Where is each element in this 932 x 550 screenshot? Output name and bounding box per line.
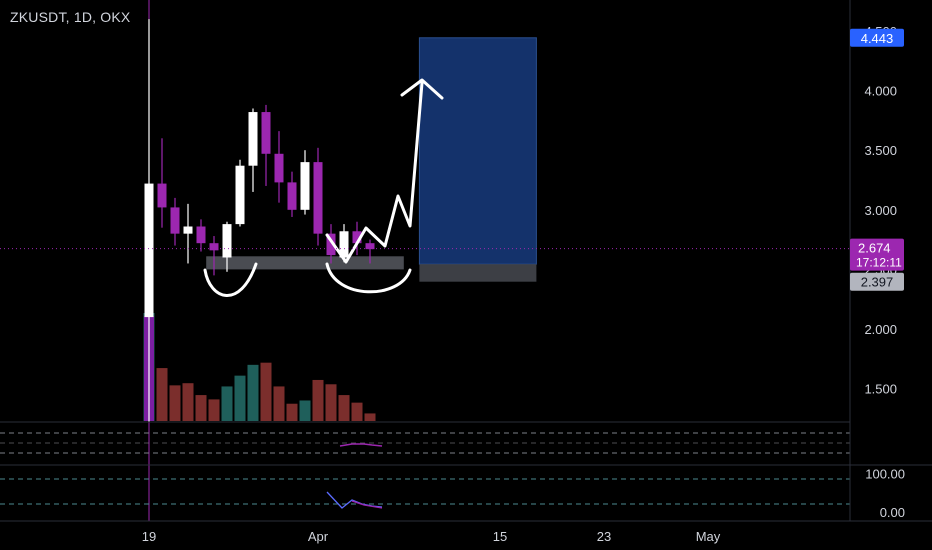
target-price-badge (850, 28, 904, 47)
indicator-2-signal-line (351, 500, 383, 509)
candle-body-17 (365, 243, 375, 250)
stop-zone (419, 264, 537, 282)
candle-body-16 (352, 231, 362, 244)
candle-body-11 (287, 182, 297, 210)
candle-body-10 (274, 153, 284, 183)
candle-body-3 (183, 226, 193, 234)
indicator-2-pane (0, 478, 850, 509)
current-price-badge (850, 238, 904, 271)
projection-arrow-drawing (325, 81, 424, 264)
support-zone (206, 256, 404, 270)
volume-bar-1 (156, 368, 168, 421)
volume-bar-15 (338, 395, 350, 421)
volume-bar-3 (182, 383, 194, 421)
volume-bar-8 (247, 364, 259, 421)
time-tick-label: 19 (142, 529, 156, 544)
candle-body-9 (261, 112, 271, 154)
candle-body-13 (313, 162, 323, 234)
bar-countdown-label: 17:12:11 (856, 256, 902, 270)
cup-right-drawing (325, 262, 412, 294)
volume-bar-11 (286, 403, 298, 421)
indicator-2-axis: 100.00 0.00 (865, 467, 905, 520)
target-price-label: 4.443 (861, 31, 894, 46)
stop-price-label: 2.397 (861, 275, 894, 290)
volume-bar-14 (325, 384, 337, 421)
candle-body-14 (326, 233, 336, 256)
volume-bar-9 (260, 362, 272, 421)
indicator-1-pane (0, 432, 850, 454)
candle-body-7 (235, 165, 245, 225)
price-tick-label: 1.500 (864, 382, 897, 397)
time-tick-label: 23 (597, 529, 611, 544)
price-tick-label: 3.000 (864, 203, 897, 218)
volume-bar-7 (234, 375, 246, 421)
current-price-label: 2.674 (858, 241, 891, 256)
arrow-head-drawing (400, 78, 444, 100)
candle-body-12 (300, 162, 310, 210)
price-tick-label: 3.500 (864, 143, 897, 158)
candle-body-2 (170, 207, 180, 234)
time-tick-label: May (696, 529, 721, 544)
symbol-title[interactable]: ZKUSDT, 1D, OKX (10, 9, 131, 25)
volume-bar-10 (273, 386, 285, 421)
volume-bar-13 (312, 379, 324, 421)
volume-bar-6 (221, 386, 233, 421)
candle-body-5 (209, 243, 219, 251)
time-axis[interactable]: 19 Apr 15 23 May (142, 529, 721, 544)
volume-bar-5 (208, 399, 220, 421)
volume-bar-16 (351, 402, 363, 421)
indicator-1-line (339, 443, 383, 447)
volume-bar-17 (364, 413, 376, 421)
target-zone (418, 37, 537, 265)
stop-price-badge (850, 272, 904, 291)
time-tick-label: 15 (493, 529, 507, 544)
indicator-2-tick-label: 0.00 (880, 505, 905, 520)
hand-drawings (203, 78, 444, 297)
time-tick-label: Apr (308, 529, 329, 544)
candle-body-1 (157, 183, 167, 208)
candle-body-6 (222, 224, 232, 258)
price-tick-label: 2.000 (864, 322, 897, 337)
candle-body-4 (196, 226, 206, 244)
volume-bar-2 (169, 385, 181, 421)
candle-body-8 (248, 112, 258, 166)
volume-bar-4 (195, 395, 207, 421)
cup-left-drawing (203, 262, 258, 297)
price-tick-label: 4.000 (864, 84, 897, 99)
candlesticks (144, 19, 375, 422)
volume-bar-12 (299, 400, 311, 421)
indicator-2-tick-label: 100.00 (865, 467, 905, 482)
candle-body-0 (144, 183, 154, 318)
candle-body-15 (339, 231, 349, 258)
